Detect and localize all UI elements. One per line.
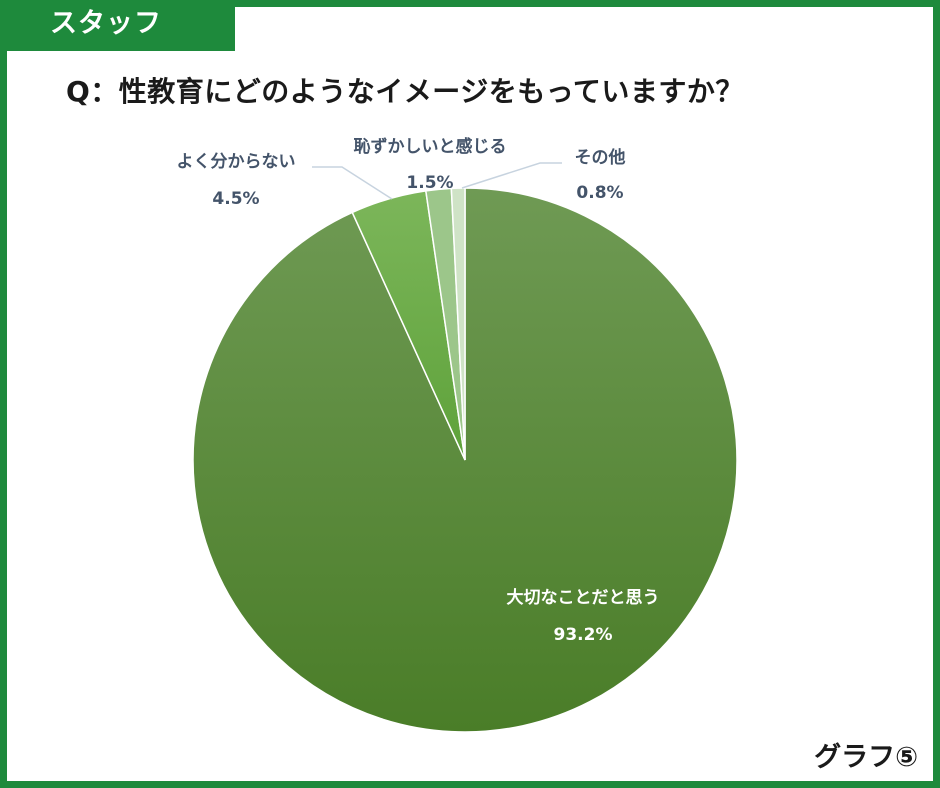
- slice-label-3: 恥ずかしいと感じる: [354, 136, 507, 157]
- slice-label-2: よく分からない: [177, 152, 296, 172]
- pie-slice-4: [450, 187, 466, 461]
- question-title: Q：性教育にどのようなイメージをもっていますか？: [66, 75, 744, 108]
- slice-label-4: その他: [575, 147, 626, 168]
- slice-value-1: 93.2%: [554, 625, 613, 645]
- slice-value-3: 1.5%: [406, 173, 453, 193]
- category-tag: スタッフ: [0, 0, 235, 51]
- slice-label-1: 大切なことだと思う: [507, 587, 660, 608]
- graph-number-label: グラフ⑤: [814, 742, 918, 773]
- slice-value-2: 4.5%: [212, 189, 259, 209]
- leader-line-4: [461, 162, 562, 189]
- slice-value-4: 0.8%: [576, 183, 623, 203]
- leader-line-2: [312, 166, 393, 200]
